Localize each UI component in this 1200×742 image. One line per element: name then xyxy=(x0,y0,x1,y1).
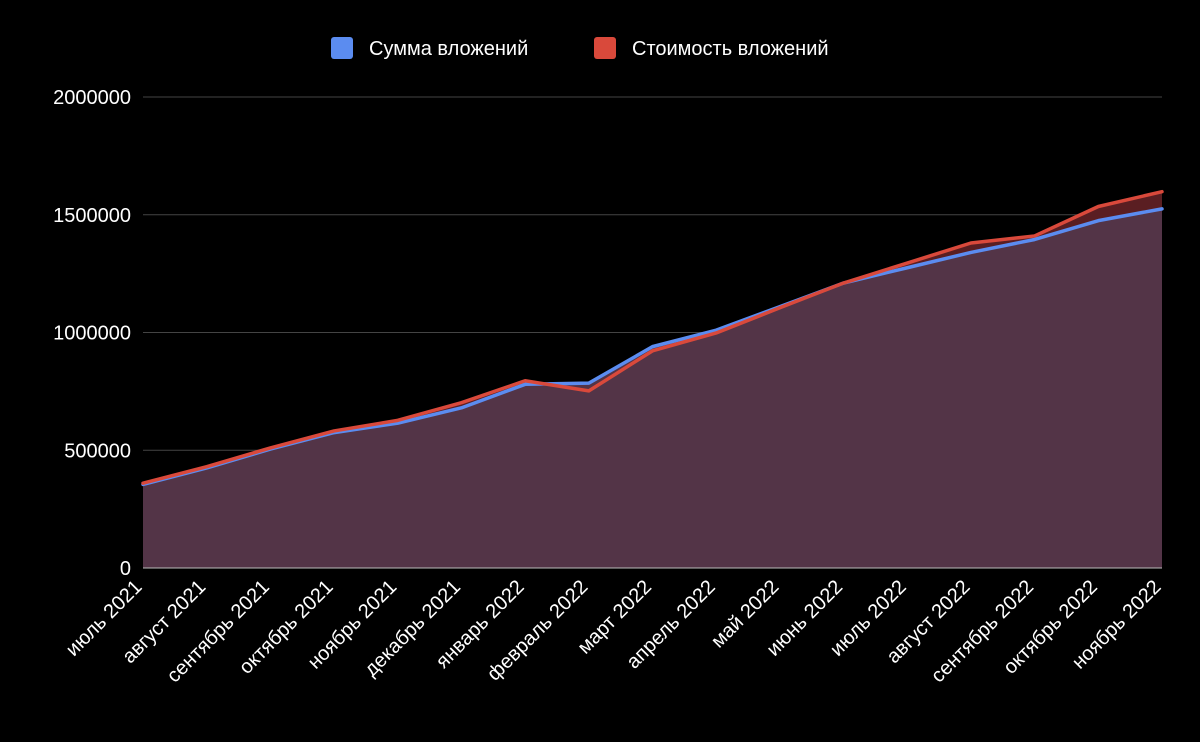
legend-label-series-2: Стоимость вложений xyxy=(632,38,829,60)
legend-swatch-series-1 xyxy=(331,37,353,59)
series-lines xyxy=(141,189,1164,487)
area-series-1 xyxy=(143,208,1162,569)
y-axis-ticks: 0 500000 1000000 1500000 2000000 xyxy=(53,87,131,580)
y-tick-label: 500000 xyxy=(64,440,131,462)
y-tick-label: 1500000 xyxy=(53,205,131,227)
y-tick-label: 0 xyxy=(120,558,131,580)
y-tick-label: 2000000 xyxy=(53,87,131,109)
legend-label-series-1: Сумма вложений xyxy=(369,38,528,60)
legend-swatch-series-2 xyxy=(594,37,616,59)
y-tick-label: 1000000 xyxy=(53,323,131,345)
line-series-2 xyxy=(141,189,1164,485)
legend: Сумма вложений Стоимость вложений xyxy=(331,37,829,60)
series-areas xyxy=(143,191,1162,569)
